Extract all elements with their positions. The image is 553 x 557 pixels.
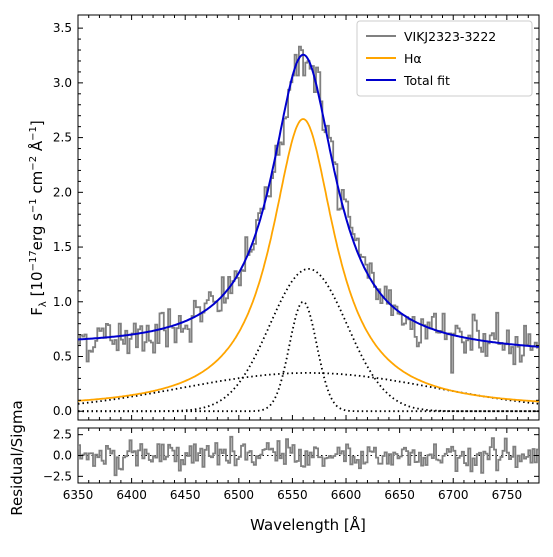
x-tick-label: 6650 <box>384 488 415 502</box>
legend-label-fit: Total fit <box>403 73 450 88</box>
residual-y-tick-label: 0.0 <box>53 449 72 463</box>
residual-ticks: 2.5 0.0 −2.5 6350 6400 6450 6500 6550 6600 6650 67… <box>43 428 540 502</box>
residual-y-axis-label: Residual/Sigma <box>8 400 26 515</box>
ylabel-exp1: −17 <box>28 250 39 271</box>
main-y-axis-label: Fλ [10−17erg s−1 cm−2 Å−1] <box>27 120 49 315</box>
series-line-halpha <box>78 118 539 403</box>
legend-box <box>356 20 533 97</box>
series-line-broad-component <box>78 372 539 405</box>
main-ticks: 0.0 0.5 1.0 1.5 2.0 2.5 3.0 3.5 <box>53 15 540 420</box>
main-y-tick-label: 1.5 <box>53 240 72 254</box>
ylabel-unit1: erg s <box>28 213 46 250</box>
legend: VIKJ2323-3222 Hα Total fit <box>356 20 533 97</box>
ylabel-unit3: Å <box>27 140 46 156</box>
x-tick-label: 6350 <box>63 488 94 502</box>
main-y-tick-label: 2.5 <box>53 131 72 145</box>
series-line-spectrum <box>78 45 539 374</box>
ylabel-lambda: λ <box>38 301 49 307</box>
main-y-tick-label: 0.0 <box>53 404 72 418</box>
ylabel-exp3: −2 <box>28 156 39 171</box>
legend-label-data: VIKJ2323-3222 <box>404 29 496 44</box>
series-line-total-fit <box>78 53 539 348</box>
main-plot-area <box>78 45 539 413</box>
ylabel-exp2: −1 <box>28 198 39 213</box>
ylabel-unit2: cm <box>28 171 46 199</box>
x-tick-label: 6500 <box>224 488 255 502</box>
x-tick-label: 6550 <box>277 488 308 502</box>
main-y-tick-label: 3.0 <box>53 76 72 90</box>
ylabel-exp4: −1 <box>28 126 39 141</box>
main-y-tick-label: 1.0 <box>53 295 72 309</box>
x-tick-label: 6450 <box>170 488 201 502</box>
x-tick-label: 6600 <box>331 488 362 502</box>
ylabel-end: ] <box>28 120 46 126</box>
x-tick-label: 6400 <box>116 488 147 502</box>
x-axis-label: Wavelength [Å] <box>250 515 366 534</box>
residual-panel: 2.5 0.0 −2.5 6350 6400 6450 6500 6550 6600 6650 67… <box>43 427 540 502</box>
main-y-tick-label: 3.5 <box>53 21 72 35</box>
series-line-residual <box>78 435 539 477</box>
residual-y-tick-label: 2.5 <box>53 428 72 442</box>
ylabel-f: F <box>28 307 46 316</box>
residual-y-tick-label: −2.5 <box>43 469 72 483</box>
main-y-tick-label: 0.5 <box>53 350 72 364</box>
residual-plot-area <box>78 435 539 477</box>
main-axes-frame <box>77 14 540 421</box>
x-tick-label: 6700 <box>438 488 469 502</box>
main-y-tick-label: 2.0 <box>53 185 72 199</box>
x-tick-label: 6750 <box>492 488 523 502</box>
ylabel-rest: [10 <box>28 271 46 301</box>
legend-label-halpha: Hα <box>404 51 422 66</box>
series-line-narrow-component <box>78 300 539 413</box>
main-panel: 0.0 0.5 1.0 1.5 2.0 2.5 3.0 3.5 <box>53 14 540 421</box>
